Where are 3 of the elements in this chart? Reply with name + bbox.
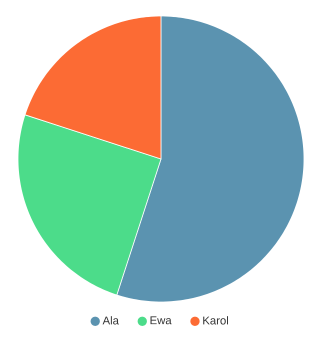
legend-label: Ewa bbox=[150, 316, 172, 324]
legend-label: Ala bbox=[102, 316, 119, 324]
legend-label: Karol bbox=[203, 316, 228, 324]
